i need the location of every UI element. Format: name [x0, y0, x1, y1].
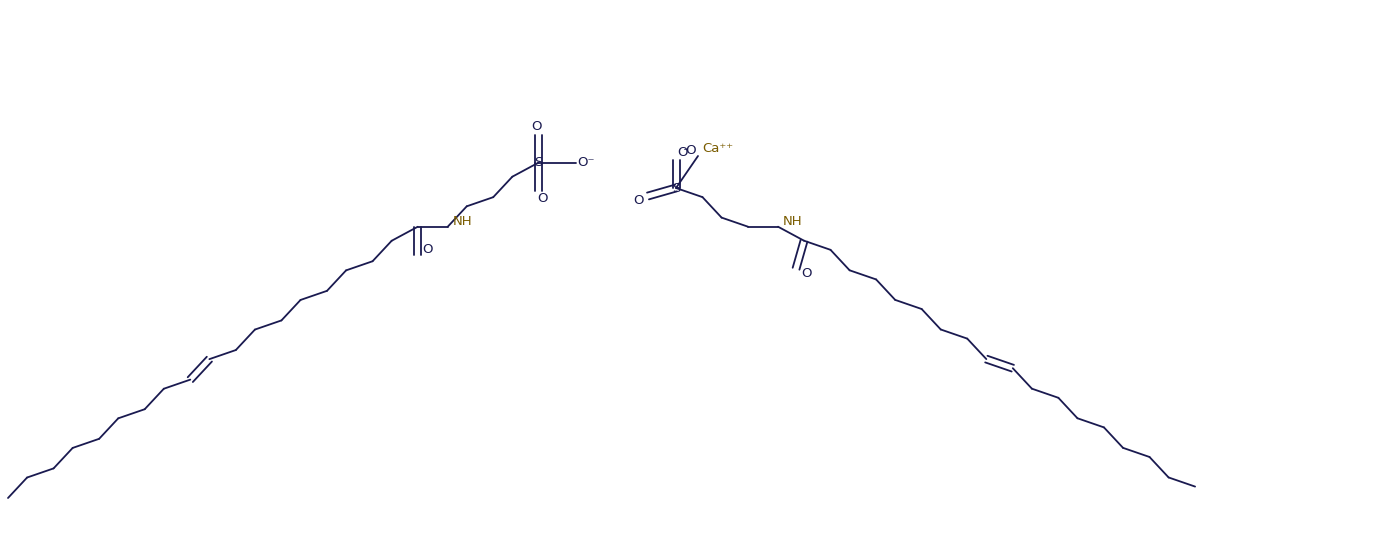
Text: O: O — [538, 192, 547, 205]
Text: O: O — [531, 120, 542, 133]
Text: S: S — [534, 156, 542, 169]
Text: Ca⁺⁺: Ca⁺⁺ — [703, 142, 733, 154]
Text: ·O: ·O — [683, 145, 697, 158]
Text: O⁻: O⁻ — [578, 156, 595, 169]
Text: O: O — [676, 145, 687, 159]
Text: S: S — [672, 182, 681, 195]
Text: O: O — [633, 193, 643, 206]
Text: NH: NH — [783, 215, 802, 228]
Text: NH: NH — [453, 215, 473, 228]
Text: O: O — [423, 243, 432, 256]
Text: O: O — [801, 267, 811, 280]
